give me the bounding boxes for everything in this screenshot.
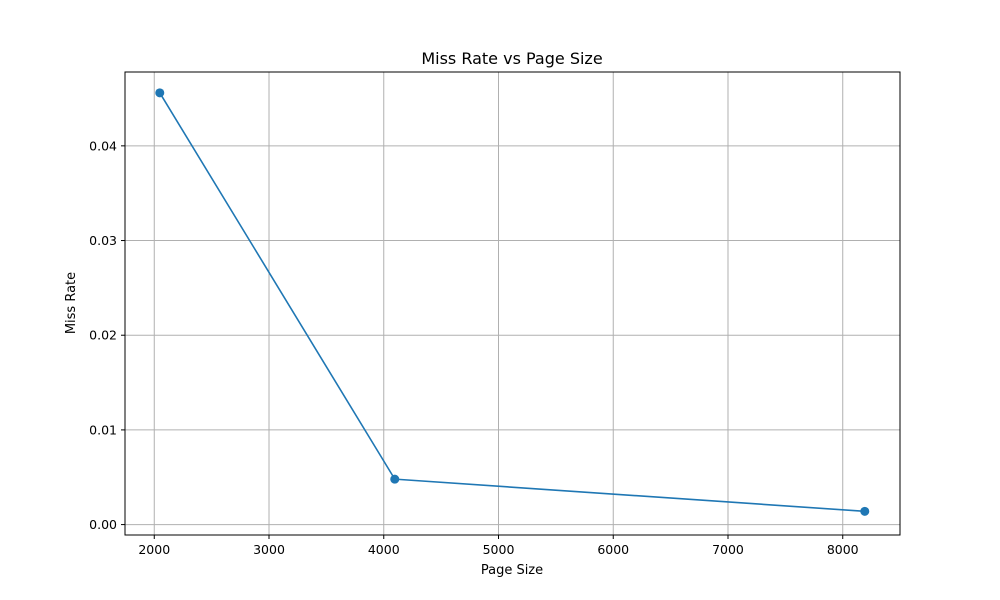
data-point [155,88,165,98]
x-axis-label: Page Size [481,563,543,578]
x-tick-label: 4000 [368,542,400,557]
x-tick-label: 5000 [483,542,515,557]
y-tick-label: 0.00 [89,517,117,532]
series-line [158,92,866,513]
series-layer [155,88,870,516]
y-axis-ticks: 0.00 0.01 0.02 0.03 0.04 [89,138,125,532]
x-tick-label: 8000 [827,542,859,557]
data-point [390,474,400,484]
y-tick-label: 0.03 [89,233,117,248]
y-tick-label: 0.04 [89,138,117,153]
y-axis-label: Miss Rate [64,272,79,334]
x-tick-label: 3000 [253,542,285,557]
x-tick-label: 2000 [138,542,170,557]
x-tick-label: 6000 [597,542,629,557]
y-tick-label: 0.01 [89,422,117,437]
plot-frame [124,71,901,536]
y-tick-label: 0.02 [89,328,117,343]
x-tick-label: 7000 [712,542,744,557]
chart-title: Miss Rate vs Page Size [421,49,602,68]
grid [125,72,900,535]
x-axis-ticks: 2000 3000 4000 5000 6000 7000 8000 [138,535,859,557]
data-point [860,506,870,516]
